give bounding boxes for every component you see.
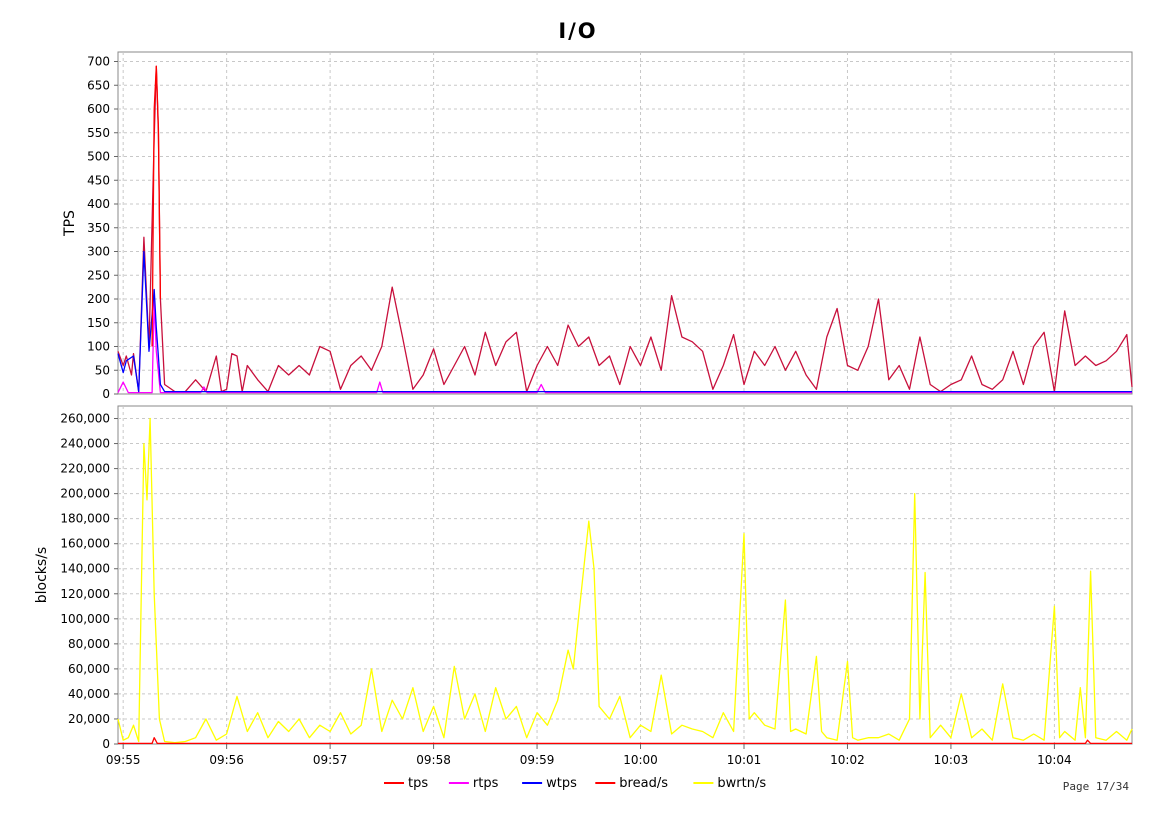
blocks-y-tick-label: 80,000 bbox=[68, 637, 110, 651]
series-line-bwrtn-s bbox=[117, 417, 1133, 744]
x-tick-label: 09:59 bbox=[520, 753, 555, 767]
x-tick-label: 10:04 bbox=[1037, 753, 1072, 767]
tps-plot-area bbox=[117, 51, 1133, 395]
tps-y-tick-label: 100 bbox=[87, 340, 110, 354]
blocks-panel: 0 20,000 40,000 60,000 80,000 100,000 120,000 1… bbox=[34, 405, 1133, 751]
tps-y-tick-label: 0 bbox=[102, 387, 110, 401]
tps-y-tick-label: 350 bbox=[87, 221, 110, 235]
tps-y-tick-label: 50 bbox=[95, 363, 110, 377]
tps-y-tick-label: 700 bbox=[87, 55, 110, 69]
blocks-y-tick-label: 40,000 bbox=[68, 687, 110, 701]
tps-y-tick-label: 450 bbox=[87, 173, 110, 187]
blocks-y-tick-label: 60,000 bbox=[68, 662, 110, 676]
blocks-series bbox=[117, 417, 1133, 745]
series-line-wtps bbox=[117, 250, 1132, 393]
x-tick-label: 10:02 bbox=[830, 753, 865, 767]
blocks-y-tick-label: 20,000 bbox=[68, 712, 110, 726]
blocks-y-tick-label: 200,000 bbox=[60, 487, 110, 501]
blocks-y-tick-label: 240,000 bbox=[60, 437, 110, 451]
blocks-y-tick-label: 0 bbox=[102, 737, 110, 751]
tps-y-tick-label: 400 bbox=[87, 197, 110, 211]
tps-y-ticks: 0 50 100 150 200 250 300 350 400 450 500 550 600 650 7… bbox=[87, 55, 118, 401]
chart-title: I/O bbox=[558, 19, 597, 43]
legend-label: rtps bbox=[473, 776, 499, 791]
x-tick-label: 10:00 bbox=[623, 753, 658, 767]
legend-label: wtps bbox=[546, 776, 577, 791]
blocks-y-axis-label: blocks/s bbox=[34, 547, 50, 603]
legend: tps rtps wtps bread/s bwrtn/s bbox=[384, 776, 766, 791]
x-tick-label: 09:56 bbox=[209, 753, 244, 767]
x-tick-label: 10:01 bbox=[727, 753, 762, 767]
tps-y-tick-label: 650 bbox=[87, 78, 110, 92]
series-line-rtps bbox=[117, 298, 1132, 394]
tps-y-tick-label: 550 bbox=[87, 126, 110, 140]
series-line-bread-s bbox=[118, 737, 1132, 745]
blocks-y-ticks: 0 20,000 40,000 60,000 80,000 100,000 120,000 1… bbox=[60, 412, 118, 751]
tps-grid bbox=[118, 52, 1132, 394]
tps-y-tick-label: 150 bbox=[87, 316, 110, 330]
blocks-y-tick-label: 160,000 bbox=[60, 537, 110, 551]
x-tick-label: 09:58 bbox=[416, 753, 451, 767]
tps-y-axis-label: TPS bbox=[62, 210, 78, 237]
x-tick-label: 09:55 bbox=[106, 753, 141, 767]
tps-y-tick-label: 500 bbox=[87, 150, 110, 164]
series-line-tps-overlap bbox=[151, 65, 162, 347]
page-number: Page 17/34 bbox=[1062, 780, 1129, 793]
blocks-y-tick-label: 220,000 bbox=[60, 462, 110, 476]
blocks-y-tick-label: 260,000 bbox=[60, 412, 110, 426]
tps-y-tick-label: 300 bbox=[87, 245, 110, 259]
legend-label: tps bbox=[408, 776, 428, 791]
legend-label: bread/s bbox=[619, 776, 668, 791]
tps-panel: 0 50 100 150 200 250 300 350 400 450 500 550 600 650 7… bbox=[62, 51, 1133, 401]
x-tick-label: 09:57 bbox=[313, 753, 348, 767]
tps-y-tick-label: 600 bbox=[87, 102, 110, 116]
blocks-y-tick-label: 120,000 bbox=[60, 587, 110, 601]
blocks-y-tick-label: 180,000 bbox=[60, 512, 110, 526]
tps-y-tick-label: 250 bbox=[87, 268, 110, 282]
legend-label: bwrtn/s bbox=[717, 776, 766, 791]
blocks-y-tick-label: 100,000 bbox=[60, 612, 110, 626]
x-axis-ticks: 09:55 09:56 09:57 09:58 09:59 10:00 10:01 10:02… bbox=[106, 744, 1072, 767]
tps-series bbox=[117, 65, 1133, 394]
blocks-y-tick-label: 140,000 bbox=[60, 562, 110, 576]
blocks-plot-area bbox=[117, 405, 1133, 745]
tps-y-tick-label: 200 bbox=[87, 292, 110, 306]
x-tick-label: 10:03 bbox=[934, 753, 969, 767]
